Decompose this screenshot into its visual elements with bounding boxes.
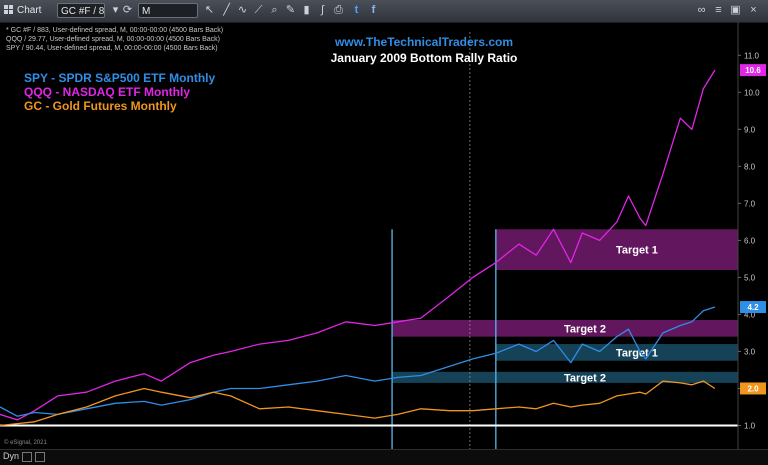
site-link[interactable]: www.TheTechnicalTraders.com xyxy=(334,35,513,49)
app-label: Chart xyxy=(17,5,42,16)
y-tick-label: 10.0 xyxy=(744,88,760,97)
last-value-label: 10.6 xyxy=(745,66,761,75)
menu-icon[interactable]: ≡ xyxy=(715,4,722,16)
cursor-icon[interactable]: ↖ xyxy=(204,4,215,16)
target-label: Target 2 xyxy=(564,372,606,384)
draw-tool-icon[interactable]: ✎ xyxy=(285,4,296,16)
line-tool-icon[interactable]: ╱ xyxy=(223,4,230,16)
close-icon[interactable]: × xyxy=(750,4,757,16)
y-tick-label: 11.0 xyxy=(744,51,760,60)
interval-select[interactable]: M xyxy=(138,3,198,18)
twitter-icon[interactable]: t xyxy=(354,4,359,16)
target-label: Target 1 xyxy=(616,245,658,257)
link-icon[interactable]: ∞ xyxy=(697,4,706,16)
watermark: © eSignal, 2021 xyxy=(4,439,47,446)
refresh-icon[interactable]: ⟳ xyxy=(122,4,133,16)
chart-title: January 2009 Bottom Rally Ratio xyxy=(331,51,518,65)
series-line-qqq xyxy=(0,69,716,421)
last-value-badge xyxy=(740,382,766,395)
source-line: * GC #F / 883, User-defined spread, M, 0… xyxy=(6,27,223,34)
chart-toolbar: Chart GC #F / 883... ▾ ⟳ M ↖ ╱ ∿ ⟋ ⌕ ✎ ▮… xyxy=(0,0,768,23)
source-line: QQQ / 29.77, User-defined spread, M, 00:… xyxy=(6,36,220,43)
y-tick-label: 5.0 xyxy=(744,273,756,282)
legend-qqq: QQQ - NASDAQ ETF Monthly xyxy=(24,85,190,99)
symbol-input[interactable]: GC #F / 883... xyxy=(57,3,105,18)
print-icon[interactable]: ⎙ xyxy=(334,4,343,16)
trend-tool-icon[interactable]: ⟋ xyxy=(254,4,263,16)
zoom-icon[interactable]: ⌕ xyxy=(271,4,278,16)
y-tick-label: 8.0 xyxy=(744,162,756,171)
y-tick-label: 1.0 xyxy=(744,421,756,430)
bars-icon[interactable]: ▮ xyxy=(303,4,310,16)
legend-spy: SPY - SPDR S&P500 ETF Monthly xyxy=(24,71,215,85)
chart-grid-icon[interactable] xyxy=(4,3,14,18)
target-zone xyxy=(495,229,738,271)
indicator-icon[interactable]: ∫ xyxy=(320,4,324,16)
y-tick-label: 3.0 xyxy=(744,347,756,356)
y-tick-label: 9.0 xyxy=(744,125,756,134)
legend-gc: GC - Gold Futures Monthly xyxy=(24,99,177,113)
target-zone xyxy=(392,319,738,337)
target-zone xyxy=(495,344,738,361)
window-control-icon[interactable]: ▣ xyxy=(730,4,741,16)
dyn-label[interactable]: Dyn xyxy=(3,451,20,461)
last-value-badge xyxy=(740,64,766,77)
last-value-label: 2.0 xyxy=(747,384,759,393)
source-line: SPY / 90.44, User-defined spread, M, 00:… xyxy=(6,45,218,52)
axis-lock-icon[interactable] xyxy=(35,452,45,462)
time-axis-bar: Dyn xyxy=(0,449,768,465)
y-tick-label: 6.0 xyxy=(744,236,756,245)
y-tick-label: 7.0 xyxy=(744,199,756,208)
target-zone xyxy=(392,371,738,383)
series-line-gc xyxy=(0,380,716,427)
curve-tool-icon[interactable]: ∿ xyxy=(237,4,248,16)
facebook-icon[interactable]: f xyxy=(371,4,376,16)
y-tick-label: 4.0 xyxy=(744,310,756,319)
target-label: Target 2 xyxy=(564,323,606,335)
series-line-spy xyxy=(0,306,716,417)
last-value-badge xyxy=(740,301,766,314)
last-value-label: 4.2 xyxy=(747,303,759,312)
axis-toggle-icon[interactable] xyxy=(22,452,32,462)
dropdown-arrow-icon[interactable]: ▾ xyxy=(112,4,119,16)
